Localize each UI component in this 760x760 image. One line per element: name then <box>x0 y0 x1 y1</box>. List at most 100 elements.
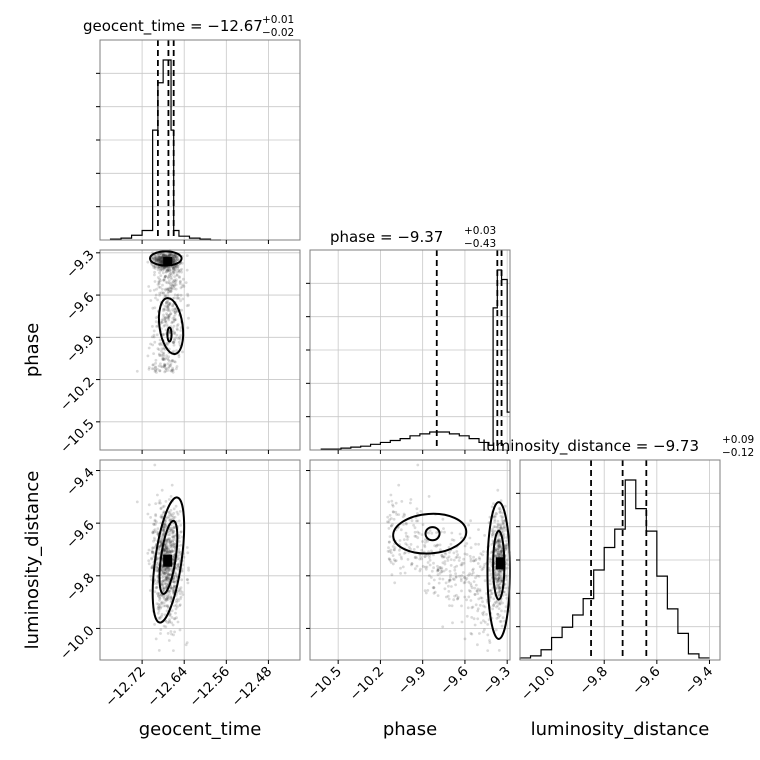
sample-point <box>493 562 497 566</box>
sample-point <box>165 566 168 570</box>
sample-point <box>167 289 171 293</box>
sample-point <box>160 582 164 586</box>
sample-point <box>175 324 179 328</box>
sample-point <box>497 607 501 610</box>
sample-point <box>173 255 177 259</box>
sample-point <box>161 572 164 576</box>
sample-point <box>180 578 184 582</box>
sample-point <box>173 537 177 541</box>
sample-point <box>160 565 164 568</box>
sample-point <box>477 542 480 546</box>
sample-point <box>173 577 176 581</box>
sample-point <box>459 563 463 567</box>
sample-point <box>163 572 166 576</box>
sample-point <box>156 580 159 583</box>
sample-point <box>164 254 168 258</box>
sample-point <box>163 522 167 526</box>
sample-point <box>160 259 164 263</box>
sample-point <box>452 551 456 555</box>
sample-point <box>172 265 176 269</box>
sample-point <box>497 569 501 573</box>
sample-point <box>440 570 444 574</box>
sample-point <box>499 569 503 573</box>
sample-point <box>489 572 493 576</box>
sample-point <box>432 591 436 595</box>
sample-point <box>460 589 463 593</box>
sample-point <box>494 577 497 581</box>
sample-point <box>180 270 183 274</box>
sample-point <box>441 577 445 581</box>
sample-point <box>150 549 154 553</box>
y-tick-label: −9.8 <box>63 570 97 604</box>
sample-point <box>155 260 159 263</box>
sample-point <box>185 268 189 272</box>
sample-point <box>499 551 502 554</box>
sample-point <box>398 548 401 552</box>
sample-point <box>162 548 166 552</box>
title-geocent-time-minus: −0.02 <box>262 27 294 39</box>
sample-point <box>157 259 161 263</box>
sample-point <box>450 604 454 608</box>
sample-point <box>468 554 472 558</box>
sample-point <box>154 320 158 324</box>
sample-point <box>177 353 181 356</box>
sample-point <box>498 554 502 558</box>
sample-point <box>467 595 471 599</box>
sample-point <box>172 341 176 344</box>
sample-point <box>154 296 157 300</box>
sample-point <box>179 595 183 599</box>
sample-point <box>172 279 176 283</box>
sample-point <box>146 260 150 264</box>
sample-point <box>153 256 157 260</box>
sample-point <box>172 580 176 584</box>
sample-point <box>418 557 422 561</box>
sample-point <box>388 559 392 562</box>
sample-point <box>172 338 176 341</box>
sample-point <box>166 281 169 285</box>
sample-point <box>491 527 495 531</box>
sample-point <box>172 549 176 553</box>
sample-point <box>172 315 176 318</box>
sample-point <box>447 597 451 601</box>
sample-point <box>171 366 175 370</box>
sample-point <box>171 340 175 344</box>
sample-point <box>179 279 182 283</box>
sample-point <box>165 354 169 358</box>
sample-point <box>450 585 453 588</box>
sample-point <box>463 595 467 599</box>
sample-point <box>504 605 508 609</box>
sample-point <box>490 592 493 595</box>
sample-point <box>161 254 165 257</box>
sample-point <box>436 567 440 571</box>
sample-point <box>179 523 183 527</box>
sample-point <box>448 575 452 579</box>
sample-point <box>157 280 161 284</box>
sample-point <box>165 550 169 553</box>
sample-point <box>167 510 171 514</box>
sample-point <box>404 542 408 545</box>
sample-point <box>504 578 508 581</box>
sample-point <box>157 255 161 259</box>
sample-point <box>165 323 169 327</box>
sample-point <box>488 569 492 572</box>
sample-point <box>156 527 160 530</box>
sample-point <box>135 500 139 504</box>
sample-point <box>165 567 168 571</box>
x-tick-label: −9.6 <box>437 664 471 698</box>
sample-point <box>162 315 166 319</box>
sample-point <box>497 537 501 541</box>
sample-point <box>171 538 175 542</box>
sample-point <box>177 589 181 593</box>
sample-point <box>186 581 190 585</box>
sample-point <box>458 556 461 559</box>
sample-point <box>497 543 501 546</box>
density-peak <box>495 557 504 570</box>
sample-point <box>167 279 171 283</box>
sample-point <box>156 592 160 596</box>
sample-point <box>167 577 171 581</box>
sample-point <box>440 570 443 573</box>
sample-point <box>165 598 169 602</box>
sample-point <box>181 593 185 596</box>
sample-point <box>155 520 158 524</box>
sample-point <box>165 540 169 543</box>
